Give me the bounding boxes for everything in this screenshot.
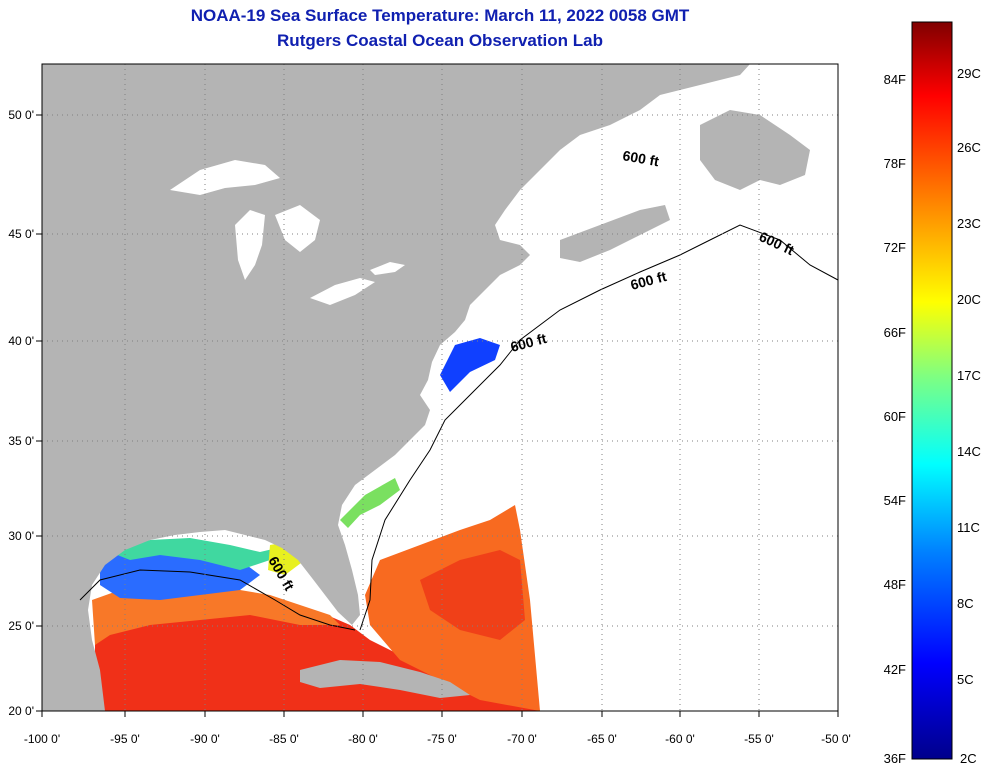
land-nova-scotia: [560, 205, 670, 262]
colorbar-c-label: 8C: [957, 596, 974, 611]
lon-label: -60 0': [665, 732, 695, 746]
gulf-st-lawrence: [560, 125, 700, 195]
land-north-america: [42, 64, 750, 711]
colorbar-c-label: 20C: [957, 292, 981, 307]
color-legend: 84F 78F 72F 66F 60F 54F 48F 42F 36F 29C …: [884, 21, 981, 766]
colorbar-f-label: 72F: [884, 240, 906, 255]
colorbar-f-label: 54F: [884, 493, 906, 508]
lon-axis: -100 0' -95 0' -90 0' -85 0' -80 0' -75 …: [24, 711, 851, 746]
lon-label: -85 0': [269, 732, 299, 746]
colorbar-f-label: 42F: [884, 662, 906, 677]
lon-label: -70 0': [507, 732, 537, 746]
lon-label: -100 0': [24, 732, 60, 746]
colorbar-c-label: 14C: [957, 444, 981, 459]
lon-label: -55 0': [744, 732, 774, 746]
lon-label: -95 0': [110, 732, 140, 746]
great-lake-ontario: [370, 262, 405, 275]
lon-label: -75 0': [427, 732, 457, 746]
sst-carolina-shelf: [340, 478, 400, 528]
map-title: NOAA-19 Sea Surface Temperature: March 1…: [190, 6, 690, 25]
lat-label: 30 0': [8, 529, 34, 543]
colorbar-c-label: 29C: [957, 66, 981, 81]
lat-label: 50 0': [8, 108, 34, 122]
great-lake-superior: [170, 160, 280, 195]
lon-label: -65 0': [587, 732, 617, 746]
colorbar-f-label: 60F: [884, 409, 906, 424]
colorbar-f-label: 78F: [884, 156, 906, 171]
land-cuba: [300, 660, 470, 698]
isobath-label-1: 600 ft: [621, 147, 660, 169]
isobath-600ft-line: [359, 224, 838, 631]
colorbar-f-label: 36F: [884, 751, 906, 766]
land-newfoundland: [700, 110, 810, 190]
map-subtitle: Rutgers Coastal Ocean Observation Lab: [277, 31, 603, 50]
great-lake-erie: [310, 278, 375, 305]
sst-shelf-cold: [440, 338, 500, 392]
lon-label: -50 0': [821, 732, 851, 746]
colorbar-c-label: 17C: [957, 368, 981, 383]
colorbar-f-label: 66F: [884, 325, 906, 340]
color-scale-bar: [911, 21, 953, 760]
sst-atlantic-red: [420, 550, 525, 640]
colorbar-c-label: 11C: [957, 520, 980, 535]
lat-label: 40 0': [8, 334, 34, 348]
colorbar-f-label: 84F: [884, 72, 906, 87]
colorbar-f-label: 48F: [884, 577, 906, 592]
colorbar-c-label: 23C: [957, 216, 981, 231]
isobath-600ft-gulf: [79, 569, 356, 631]
colorbar-c-label: 5C: [957, 672, 974, 687]
lon-label: -90 0': [190, 732, 220, 746]
lat-axis: 50 0' 45 0' 40 0' 35 0' 30 0' 25 0' 20 0…: [8, 108, 42, 718]
lat-label: 25 0': [8, 619, 34, 633]
lat-label: 35 0': [8, 434, 34, 448]
lon-label: -80 0': [348, 732, 378, 746]
colorbar-c-label: 2C: [960, 751, 977, 766]
colorbar-c-label: 26C: [957, 140, 981, 155]
lat-label: 45 0': [8, 227, 34, 241]
great-lake-michigan-huron: [235, 205, 320, 280]
lat-label: 20 0': [8, 704, 34, 718]
